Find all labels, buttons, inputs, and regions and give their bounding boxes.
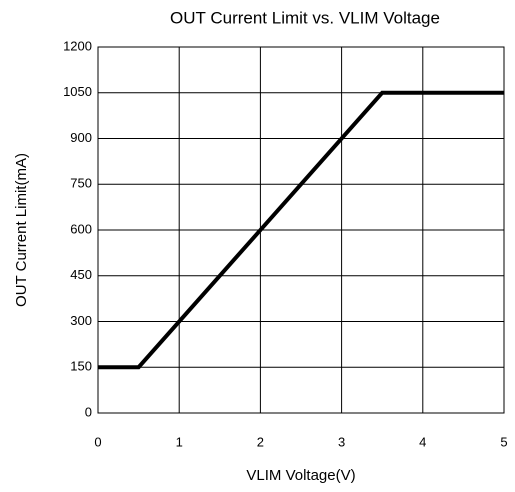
chart-title: OUT Current Limit vs. VLIM Voltage: [170, 8, 440, 27]
y-axis-label: OUT Current Limit(mA): [13, 153, 30, 307]
x-tick-label: 5: [500, 434, 507, 449]
y-tick-label: 450: [70, 267, 92, 282]
x-tick-label: 0: [94, 434, 101, 449]
y-tick-label: 300: [70, 313, 92, 328]
x-tick-label: 3: [338, 434, 345, 449]
y-tick-label: 0: [85, 404, 92, 419]
x-axis-label: VLIM Voltage(V): [246, 467, 355, 484]
y-tick-label: 750: [70, 176, 92, 191]
plot-frame: [97, 46, 505, 414]
y-tick-label: 1050: [63, 84, 92, 99]
x-tick-label: 1: [176, 434, 183, 449]
data-line: [98, 90, 504, 370]
y-tick-label: 900: [70, 130, 92, 145]
y-tick-label: 600: [70, 221, 92, 236]
y-tick-label: 150: [70, 359, 92, 374]
x-tick-label: 4: [419, 434, 426, 449]
x-tick-label: 2: [257, 434, 264, 449]
y-tick-label: 1200: [63, 38, 92, 53]
